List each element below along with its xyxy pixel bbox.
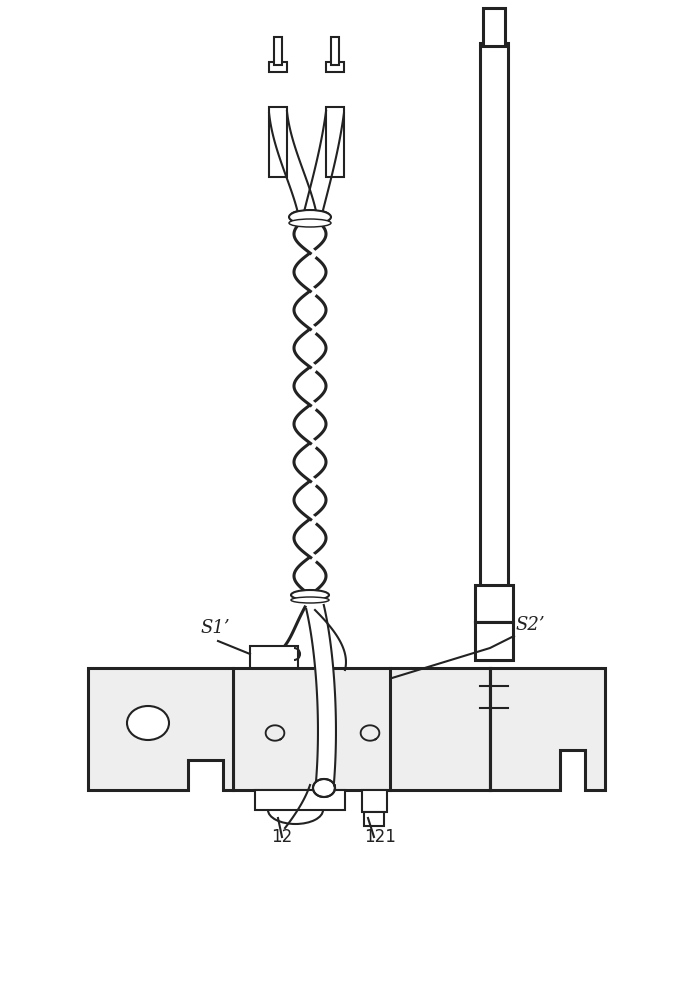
- Bar: [269, 107, 287, 177]
- Ellipse shape: [291, 597, 329, 603]
- Bar: [483, 8, 505, 46]
- Bar: [331, 37, 339, 65]
- Polygon shape: [313, 779, 335, 797]
- Ellipse shape: [289, 210, 331, 224]
- Bar: [233, 668, 490, 790]
- Bar: [364, 812, 384, 826]
- Ellipse shape: [291, 217, 329, 223]
- Bar: [274, 37, 282, 65]
- Text: S2’: S2’: [515, 616, 544, 634]
- Bar: [250, 646, 298, 668]
- Bar: [480, 43, 508, 660]
- Bar: [269, 62, 287, 72]
- Bar: [475, 622, 513, 660]
- Polygon shape: [306, 605, 336, 783]
- Polygon shape: [304, 111, 344, 219]
- Bar: [326, 62, 344, 72]
- Polygon shape: [490, 668, 605, 790]
- Ellipse shape: [291, 210, 329, 220]
- Bar: [326, 107, 344, 177]
- Polygon shape: [88, 668, 233, 790]
- Polygon shape: [269, 111, 317, 219]
- Ellipse shape: [127, 706, 169, 740]
- Bar: [475, 585, 513, 623]
- Text: S1’: S1’: [200, 619, 229, 637]
- Ellipse shape: [291, 590, 329, 600]
- Text: 12: 12: [271, 828, 293, 846]
- Bar: [255, 790, 345, 810]
- Bar: [362, 790, 387, 812]
- Ellipse shape: [289, 219, 331, 227]
- Text: 121: 121: [364, 828, 396, 846]
